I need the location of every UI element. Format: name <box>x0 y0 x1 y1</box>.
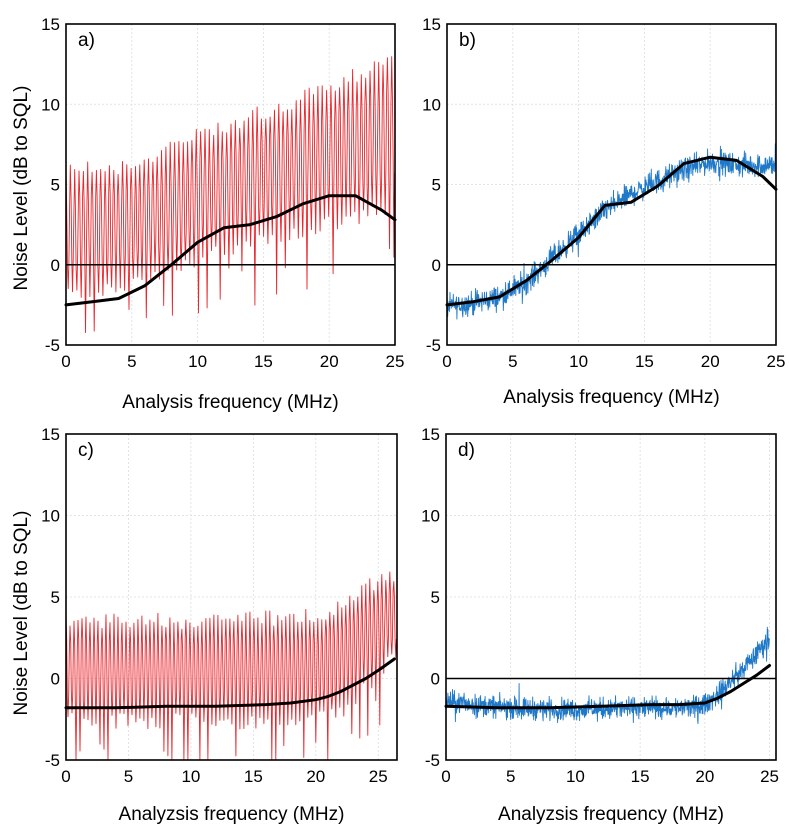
y-axis-title-bottom: Noise Level (dB to SQL) <box>11 511 32 716</box>
y-axis-title-top: Noise Level (dB to SQL) <box>11 86 32 291</box>
x-tick-label: 0 <box>442 352 451 371</box>
x-tick-label: 5 <box>506 767 515 786</box>
x-tick-label: 20 <box>695 767 714 786</box>
x-tick-label: 20 <box>306 767 325 786</box>
noise-trace <box>446 143 777 320</box>
x-tick-label: 5 <box>124 767 133 786</box>
y-tick-label: 15 <box>422 15 441 34</box>
x-tick-label: 10 <box>181 767 200 786</box>
panel-label: a) <box>78 30 95 51</box>
y-tick-label: -5 <box>45 336 60 355</box>
noise-trace <box>445 626 770 725</box>
y-tick-label: -5 <box>425 751 440 770</box>
y-tick-label: 0 <box>51 670 60 689</box>
y-tick-label: 10 <box>422 95 441 114</box>
black-noise-trace <box>64 657 396 710</box>
black-noise-trace <box>444 664 771 710</box>
y-tick-label: 15 <box>421 425 440 444</box>
x-axis-title: Analysis frequency (MHz) <box>503 387 719 408</box>
x-tick-label: 15 <box>631 767 650 786</box>
x-axis-title: Analyzsis frequency (MHz) <box>498 804 724 825</box>
y-tick-label: 5 <box>51 176 60 195</box>
y-tick-label: 5 <box>431 588 440 607</box>
y-tick-label: 0 <box>51 256 60 275</box>
x-tick-label: 20 <box>701 352 720 371</box>
y-tick-label: 0 <box>431 670 440 689</box>
y-tick-label: 5 <box>432 176 441 195</box>
panel-label: c) <box>78 440 94 461</box>
x-tick-label: 0 <box>441 767 450 786</box>
x-tick-label: 15 <box>244 767 263 786</box>
y-tick-label: 15 <box>41 15 60 34</box>
x-tick-label: 25 <box>760 767 779 786</box>
noise-trace <box>65 571 397 760</box>
y-tick-label: 15 <box>41 425 60 444</box>
x-tick-label: 0 <box>61 767 70 786</box>
y-tick-label: -5 <box>45 751 60 770</box>
plot-frame <box>445 433 777 761</box>
y-tick-label: 10 <box>421 507 440 526</box>
y-tick-label: 0 <box>432 256 441 275</box>
panel-label: b) <box>459 30 476 51</box>
x-tick-label: 0 <box>61 352 70 371</box>
x-tick-label: 5 <box>508 352 517 371</box>
plot-frame <box>65 433 398 761</box>
x-tick-label: 10 <box>566 767 585 786</box>
x-tick-label: 20 <box>320 352 339 371</box>
x-tick-label: 5 <box>127 352 136 371</box>
x-tick-label: 25 <box>369 767 388 786</box>
x-tick-label: 25 <box>386 352 405 371</box>
panel-label: d) <box>458 440 475 461</box>
x-tick-label: 10 <box>188 352 207 371</box>
y-tick-label: -5 <box>426 336 441 355</box>
x-tick-label: 15 <box>635 352 654 371</box>
x-axis-title: Analyzsis frequency (MHz) <box>119 804 345 825</box>
x-tick-label: 25 <box>767 352 786 371</box>
x-tick-label: 15 <box>254 352 273 371</box>
plot-frame <box>65 23 396 346</box>
black-noise-trace <box>445 155 778 307</box>
x-axis-title: Analysis frequency (MHz) <box>122 392 338 413</box>
plot-frame <box>446 23 777 346</box>
black-noise-trace <box>64 194 397 307</box>
x-tick-label: 10 <box>569 352 588 371</box>
y-tick-label: 5 <box>51 588 60 607</box>
y-tick-label: 10 <box>41 507 60 526</box>
y-tick-label: 10 <box>41 95 60 114</box>
